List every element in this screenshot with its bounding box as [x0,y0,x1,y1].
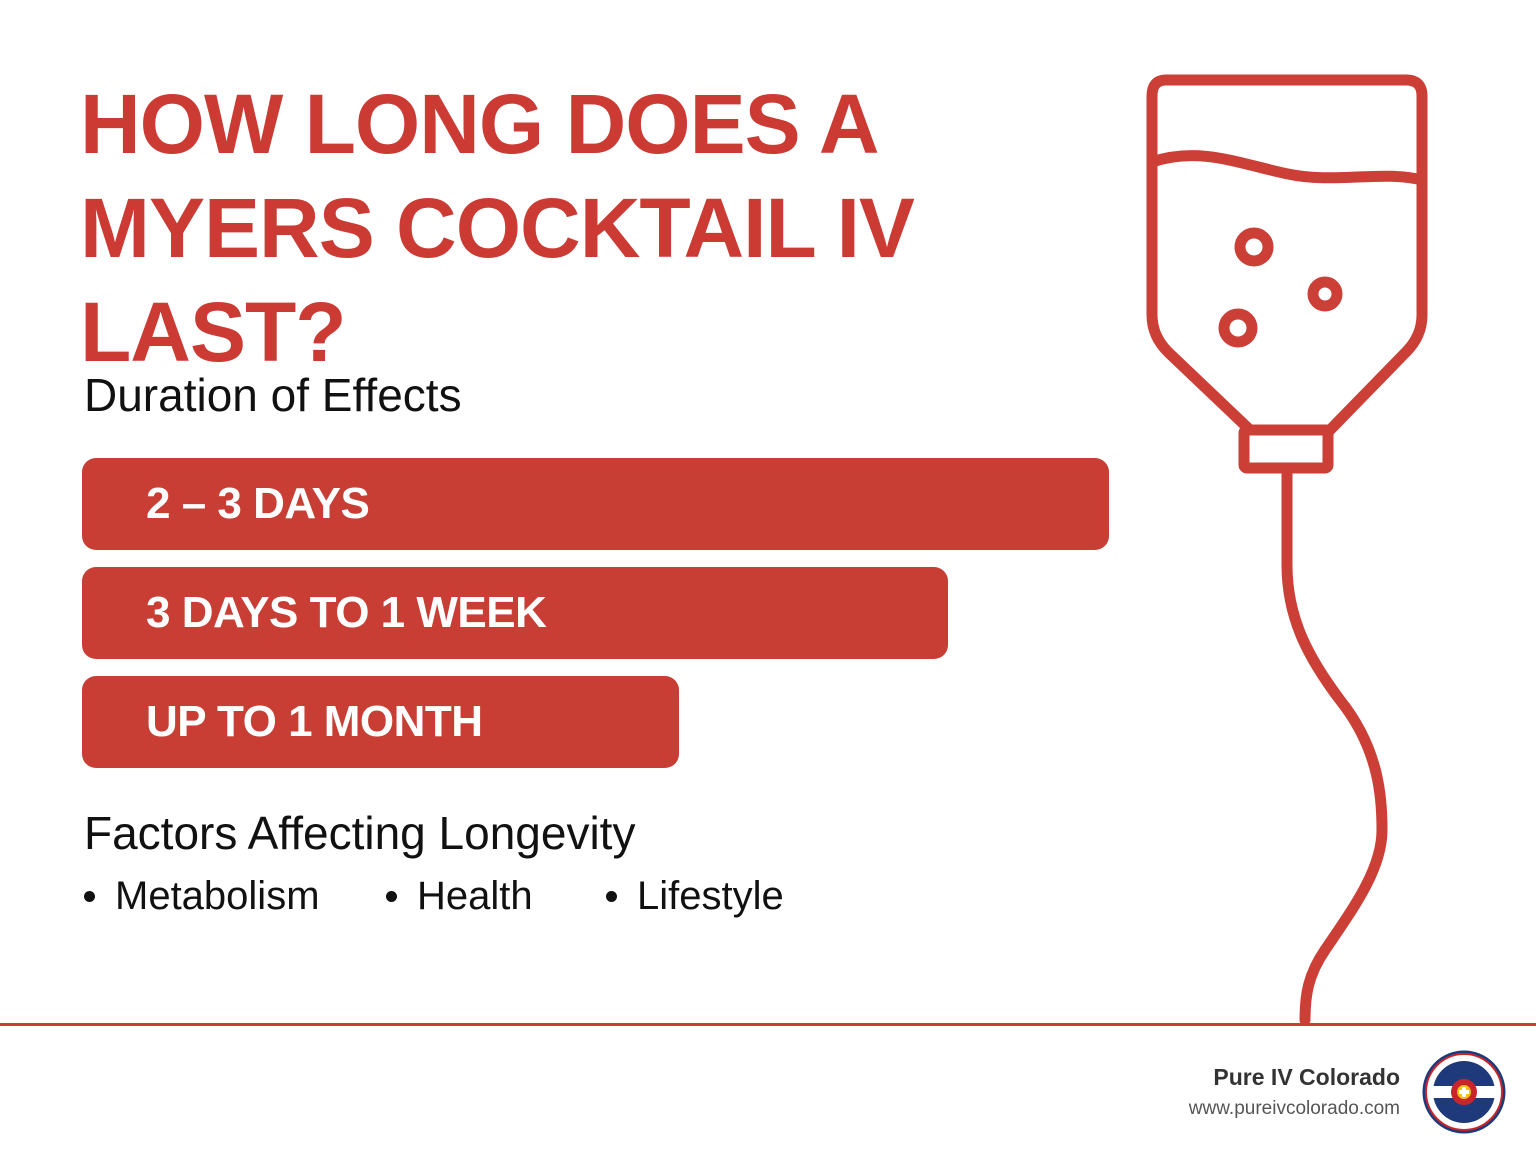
bullet-icon [606,891,617,902]
title-line-3: LAST? [80,285,347,379]
duration-bar-label: 2 – 3 DAYS [146,479,370,528]
factor-label: Lifestyle [637,874,784,918]
factor-label: Metabolism [115,874,320,918]
factor-item-lifestyle: Lifestyle [606,874,784,919]
duration-bar-long: UP TO 1 MONTH [82,676,679,768]
factors-heading: Factors Affecting Longevity [84,807,636,859]
duration-bar-medium: 3 DAYS TO 1 WEEK [82,567,948,659]
bullet-icon [386,891,397,902]
iv-bag-icon [1146,74,1428,1026]
bullet-icon [84,891,95,902]
duration-bar-short: 2 – 3 DAYS [82,458,1109,550]
title-line-1: HOW LONG DOES A [80,77,880,171]
factor-item-metabolism: Metabolism [84,874,320,919]
brand-url[interactable]: www.pureivcolorado.com [1188,1098,1400,1119]
duration-bar-label: UP TO 1 MONTH [146,697,483,746]
duration-bar-label: 3 DAYS TO 1 WEEK [146,588,547,637]
page-title: HOW LONG DOES A MYERS COCKTAIL IV LAST? [80,72,1060,384]
colorado-flag-logo-icon [1422,1050,1506,1134]
duration-heading: Duration of Effects [84,369,462,421]
factor-label: Health [417,874,533,918]
factor-item-health: Health [386,874,533,919]
footer-divider [0,1023,1536,1026]
title-line-2: MYERS COCKTAIL IV [80,181,915,275]
brand-name: Pure IV Colorado [1213,1064,1400,1090]
